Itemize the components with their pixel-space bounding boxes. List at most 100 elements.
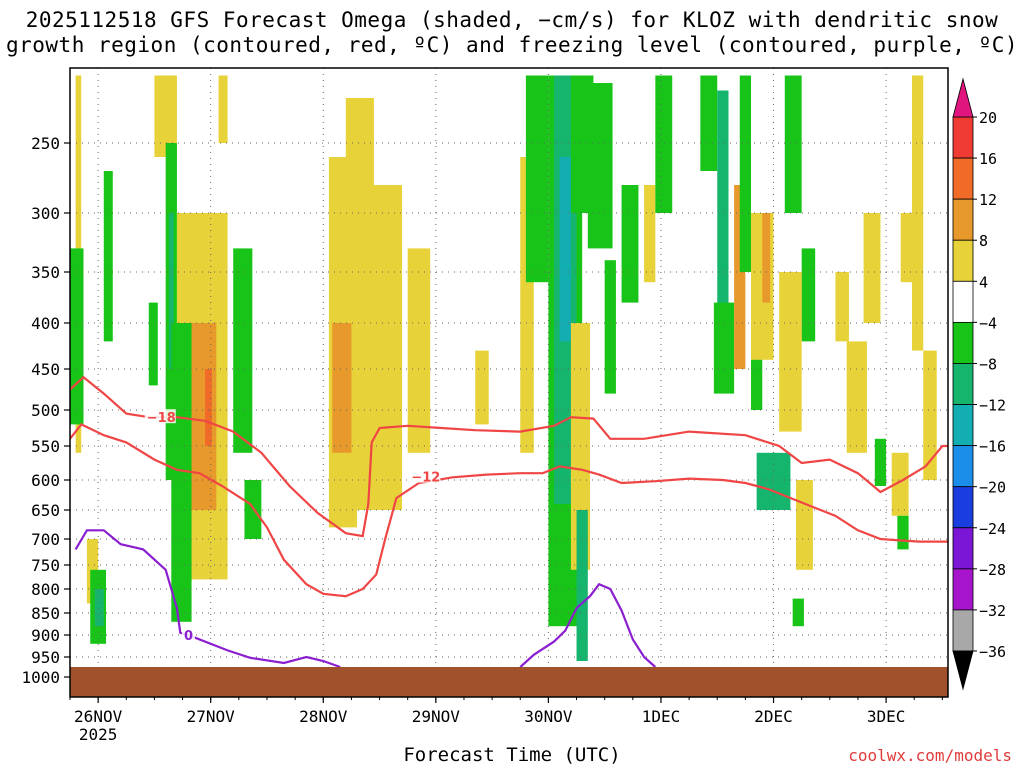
omega-region-54 [891, 452, 909, 516]
contour-label-dgz_bottom: −12 [411, 471, 440, 486]
colorbar-band-6 [952, 321, 974, 364]
colorbar-band-4 [952, 239, 974, 282]
omega-region-55 [900, 213, 912, 283]
colorbar-label-13: −36 [979, 643, 1006, 661]
omega-region-45 [784, 75, 802, 213]
contour-label-bg-dgz_top [144, 409, 176, 424]
omega-region-16 [218, 75, 228, 143]
omega-region-5 [103, 171, 113, 342]
omega-region-58 [923, 350, 937, 480]
colorbar-bottom-triangle [952, 650, 974, 691]
x-tick-label-7: 3DEC [867, 707, 906, 726]
contour-dgz_top [70, 375, 948, 538]
colorbar-label-9: −20 [979, 479, 1006, 497]
omega-region-35 [655, 75, 673, 213]
contour-label-bg-dgz_bottom [409, 468, 441, 483]
omega-region-21 [407, 248, 431, 453]
y-tick-label-1: 300 [31, 204, 60, 223]
contour-label-freezing_level: 0 [184, 629, 193, 644]
omega-region-42 [756, 452, 791, 510]
omega-region-47 [779, 272, 802, 432]
colorbar-label-6: −8 [979, 355, 997, 373]
contour-freezing_level [74, 529, 341, 669]
omega-region-6 [154, 75, 177, 157]
colorbar-band-13 [952, 609, 974, 652]
chart-title-line2: growth region (contoured, red, ºC) and f… [5, 33, 1019, 57]
omega-region-51 [846, 341, 867, 453]
omega-region-11 [191, 323, 217, 510]
colorbar-label-8: −16 [979, 438, 1006, 456]
y-tick-label-11: 800 [31, 580, 60, 599]
x-tick-label-5: 1DEC [642, 707, 681, 726]
colorbar-label-2: 12 [979, 191, 997, 209]
colorbar-band-1 [952, 116, 974, 159]
omega-region-50 [835, 272, 849, 342]
plot-frame [69, 67, 949, 698]
y-tick-label-10: 750 [31, 556, 60, 575]
x-tick-label-1: 27NOV [187, 707, 236, 726]
omega-region-14 [233, 248, 253, 453]
y-tick-label-5: 500 [31, 401, 60, 420]
omega-region-13 [171, 323, 192, 622]
x-tick-label-0: 26NOV [74, 707, 123, 726]
colorbar-label-5: −4 [979, 314, 997, 332]
colorbar-band-9 [952, 445, 974, 488]
x-tick-label-4: 30NOV [524, 707, 573, 726]
colorbar-label-3: 8 [979, 232, 988, 250]
colorbar-band-10 [952, 486, 974, 529]
colorbar-label-12: −32 [979, 602, 1006, 620]
y-tick-label-12: 850 [31, 604, 60, 623]
y-tick-label-2: 350 [31, 263, 60, 282]
omega-region-12 [205, 369, 212, 446]
contour-dgz_bottom [70, 423, 948, 598]
x-tick-sublabel-0: 2025 [79, 725, 118, 744]
credit-link[interactable]: coolwx.com/models [848, 746, 1012, 765]
x-tick-label-2: 28NOV [299, 707, 348, 726]
omega-region-27 [559, 157, 571, 342]
colorbar-band-3 [952, 198, 974, 241]
colorbar-label-7: −12 [979, 397, 1006, 415]
x-tick-label-6: 2DEC [754, 707, 793, 726]
colorbar-band-7 [952, 363, 974, 405]
omega-region-24 [525, 75, 549, 283]
ground-fill [70, 667, 948, 697]
omega-region-56 [911, 75, 924, 351]
chart-title-line1: 2025112518 GFS Forecast Omega (shaded, −… [25, 8, 999, 32]
omega-region-46 [801, 248, 816, 342]
omega-region-36 [700, 75, 718, 171]
y-tick-label-9: 700 [31, 530, 60, 549]
omega-region-22 [475, 350, 489, 425]
omega-region-40 [739, 75, 752, 272]
x-axis-label: Forecast Time (UTC) [403, 744, 621, 766]
omega-region-57 [897, 515, 909, 550]
y-tick-label-15: 1000 [21, 668, 60, 687]
colorbar-band-12 [952, 568, 974, 611]
omega-region-30 [576, 510, 588, 661]
omega-region-4 [94, 589, 104, 627]
colorbar-label-4: 4 [979, 273, 988, 291]
y-tick-label-3: 400 [31, 314, 60, 333]
y-tick-label-13: 900 [31, 626, 60, 645]
omega-region-52 [863, 213, 881, 323]
omega-region-9 [169, 213, 174, 369]
contour-freezing_level_2 [519, 582, 657, 668]
omega-region-32 [604, 260, 616, 394]
y-tick-label-7: 600 [31, 471, 60, 490]
omega-region-37 [717, 90, 729, 342]
colorbar-label-0: 20 [979, 109, 997, 127]
omega-region-49 [792, 598, 804, 627]
omega-region-18 [332, 323, 352, 453]
contour-label-dgz_top: −18 [147, 411, 176, 426]
colorbar-band-5 [952, 280, 974, 323]
omega-region-7 [148, 302, 158, 386]
y-tick-label-8: 650 [31, 501, 60, 520]
y-tick-label-6: 550 [31, 437, 60, 456]
colorbar-label-1: 16 [979, 150, 997, 168]
colorbar-band-2 [952, 157, 974, 200]
omega-region-33 [621, 185, 639, 303]
omega-region-53 [874, 438, 887, 486]
colorbar-band-11 [952, 527, 974, 570]
colorbar-label-10: −24 [979, 520, 1006, 538]
y-tick-label-4: 450 [31, 360, 60, 379]
colorbar-band-8 [952, 404, 974, 447]
